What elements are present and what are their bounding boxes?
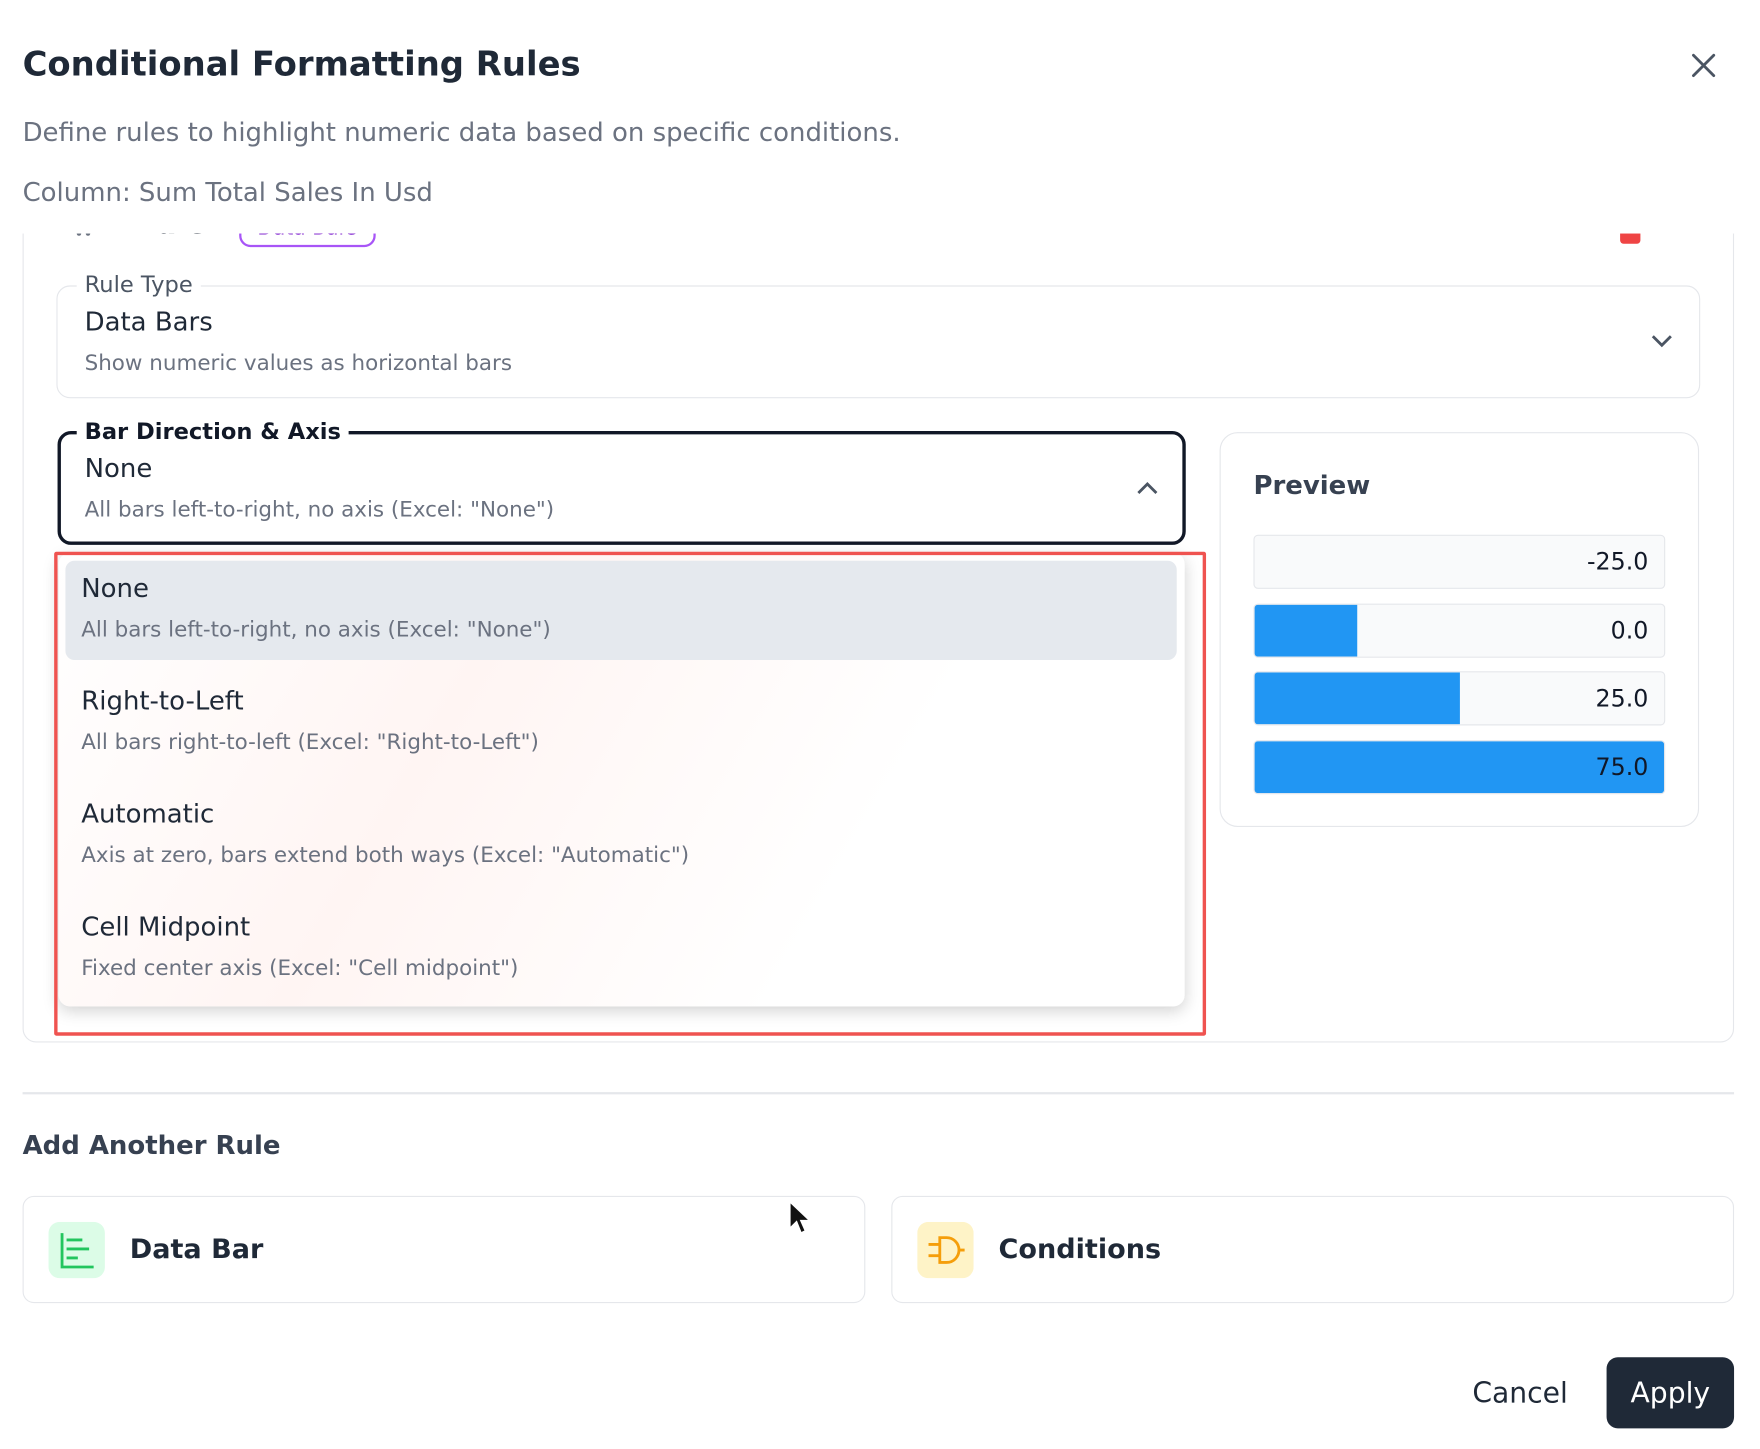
field-value: Data Bars <box>84 308 213 338</box>
dropdown-option[interactable]: Right-to-Left All bars right-to-left (Exc… <box>65 674 1176 773</box>
preview-bar: -25.0 <box>1253 534 1666 589</box>
preview-bar: 25.0 <box>1253 671 1666 726</box>
bar-value: 75.0 <box>1595 753 1649 781</box>
chevron-up <box>1137 482 1158 495</box>
option-label: Automatic <box>81 799 215 830</box>
column-label: Column: Sum Total Sales In Usd <box>22 178 433 208</box>
conditions-icon <box>917 1221 974 1279</box>
button-label: Conditions <box>998 1233 1162 1265</box>
preview-title: Preview <box>1253 471 1371 501</box>
drag-handle[interactable] <box>76 231 82 236</box>
bar-fill <box>1254 604 1357 657</box>
bar-fill <box>1254 672 1460 725</box>
close-button[interactable] <box>1690 52 1717 79</box>
bar-value: -25.0 <box>1587 548 1649 576</box>
option-description: All bars right-to-left (Excel: "Right-to… <box>81 729 539 755</box>
chevron-down <box>1651 335 1672 348</box>
separator <box>22 1092 1735 1095</box>
rule-type-field[interactable] <box>56 285 1701 399</box>
option-label: None <box>81 574 149 604</box>
option-label: Right-to-Left <box>81 687 244 717</box>
section-title: Add Another Rule <box>22 1131 281 1161</box>
title: Conditional Formatting Rules <box>22 45 581 85</box>
preview-bar: 0.0 <box>1253 603 1666 658</box>
cancel-button[interactable]: Cancel <box>1472 1376 1568 1410</box>
header: Conditional Formatting Rules Define rule… <box>0 0 1760 234</box>
bar-fill <box>1254 740 1665 793</box>
field-description: All bars left-to-right, no axis (Excel: … <box>84 497 555 523</box>
add-conditions-button[interactable]: Conditions <box>891 1195 1735 1304</box>
data-bar-icon <box>48 1221 105 1279</box>
option-description: Axis at zero, bars extend both ways (Exc… <box>81 842 690 868</box>
highlight-box <box>54 551 1207 1036</box>
field-label: Rule Type <box>76 270 201 298</box>
preview-card <box>1219 432 1700 827</box>
mouse-cursor <box>788 1199 813 1235</box>
description: Define rules to highlight numeric data b… <box>22 118 901 148</box>
field-label: Bar Direction & Axis <box>76 417 349 445</box>
apply-button[interactable]: Apply <box>1606 1357 1735 1429</box>
bar-direction-field[interactable] <box>57 430 1186 545</box>
option-label: Cell Midpoint <box>81 912 251 943</box>
bar-value: 25.0 <box>1595 684 1649 712</box>
option-description: Fixed center axis (Excel: "Cell midpoint… <box>81 955 519 981</box>
preview-bar: 75.0 <box>1253 739 1666 794</box>
dropdown-option[interactable]: Cell Midpoint Fixed center axis (Excel: "… <box>65 899 1176 998</box>
dropdown-option[interactable]: Automatic Axis at zero, bars extend both … <box>65 786 1176 885</box>
field-value: None <box>84 454 153 485</box>
option-description: All bars left-to-right, no axis (Excel: … <box>81 617 551 642</box>
dropdown-option[interactable]: None All bars left-to-right, no axis (Exc… <box>65 560 1177 661</box>
field-description: Show numeric values as horizontal bars <box>84 350 512 376</box>
bar-value: 0.0 <box>1610 616 1649 644</box>
button-label: Data Bar <box>129 1233 264 1265</box>
dropdown-menu: None All bars left-to-right, no axis (Exc… <box>58 552 1185 1007</box>
add-data-bar-button[interactable]: Data Bar <box>22 1195 866 1304</box>
